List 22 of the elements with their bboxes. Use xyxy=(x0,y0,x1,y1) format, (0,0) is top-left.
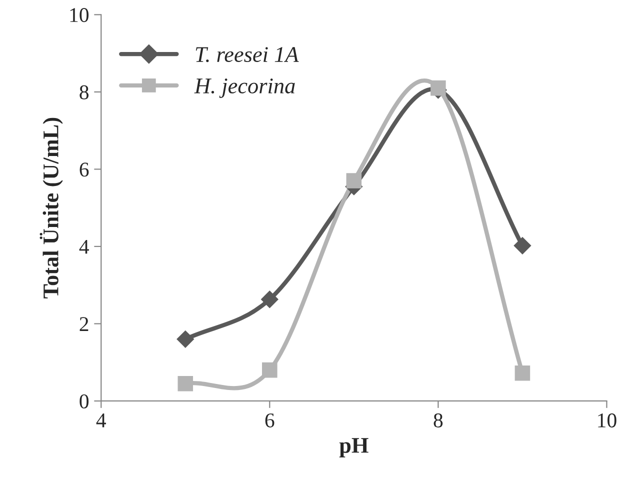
point xyxy=(178,376,194,392)
point xyxy=(176,330,194,348)
y-tick-label: 2 xyxy=(80,317,88,331)
x-axis-title: pH xyxy=(339,438,368,458)
point xyxy=(262,362,278,378)
y-axis-title: Total Ünite (U/mL) xyxy=(40,118,63,298)
legend-label: T. reesei 1A xyxy=(196,47,299,62)
legend-label: H. jecorina xyxy=(194,78,295,98)
point xyxy=(514,237,532,254)
point xyxy=(514,366,530,381)
x-tick-label: 10 xyxy=(598,413,616,428)
x-tick-label: 6 xyxy=(265,413,274,428)
y-tick-label: 6 xyxy=(80,162,89,177)
point xyxy=(346,173,362,188)
y-tick-label: 8 xyxy=(80,85,89,100)
x-tick-label: 4 xyxy=(96,414,106,428)
point xyxy=(261,290,278,308)
y-tick-label: 4 xyxy=(79,240,89,254)
y-tick-label: 0 xyxy=(80,394,89,408)
point xyxy=(430,80,446,96)
y-tick-label: 10 xyxy=(70,8,89,22)
x-tick-label: 8 xyxy=(434,413,443,428)
